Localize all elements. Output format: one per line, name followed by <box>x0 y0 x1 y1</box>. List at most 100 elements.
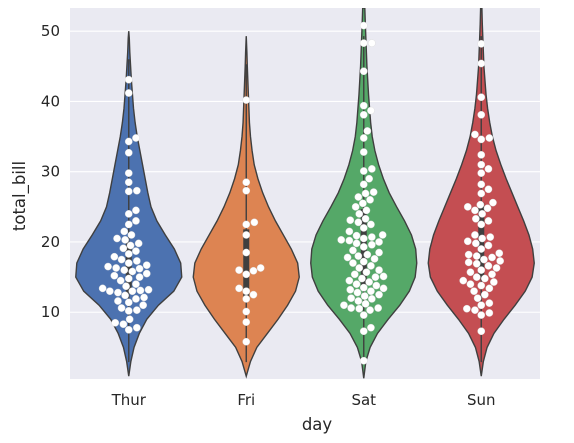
swarm-point-thur <box>116 276 125 285</box>
swarm-point-thur <box>132 206 140 215</box>
y-tick-labels: 10 20 30 40 50 <box>41 22 60 321</box>
swarm-point-thur <box>132 217 140 225</box>
swarm-point-sun <box>478 234 486 243</box>
swarm-point-sat <box>371 273 380 281</box>
swarm-point-sun <box>484 262 493 270</box>
swarm-point-sat <box>361 214 370 223</box>
swarm-point-thur <box>144 285 153 294</box>
swarm-point-thur <box>132 134 140 142</box>
swarm-point-sat <box>359 311 368 319</box>
swarm-point-sat <box>337 236 346 244</box>
swarm-point-sat <box>375 238 383 246</box>
y-tick-label-10: 10 <box>41 303 60 321</box>
swarm-point-sat <box>359 101 368 110</box>
swarm-point-sat <box>365 278 373 286</box>
swarm-point-sat <box>359 283 368 292</box>
swarm-point-sat <box>368 233 376 241</box>
swarm-point-thur <box>119 244 128 253</box>
swarm-point-sat <box>379 272 388 281</box>
swarm-point-sun <box>477 281 486 290</box>
y-tick-label-50: 50 <box>41 22 60 40</box>
swarm-point-sun <box>473 294 482 303</box>
swarm-point-sun <box>486 233 495 241</box>
violin-iqr-box-fri <box>243 229 250 298</box>
swarm-point-sat <box>359 39 368 47</box>
swarm-point-sat <box>368 240 376 249</box>
swarm-point-sun <box>478 210 486 218</box>
swarm-point-fri <box>235 266 243 274</box>
swarm-point-thur <box>135 273 144 281</box>
swarm-point-thur <box>112 264 120 272</box>
swarm-point-sat <box>369 188 378 196</box>
swarm-point-sat <box>359 111 368 119</box>
swarm-point-sun <box>471 306 479 314</box>
swarm-point-sat <box>359 148 368 156</box>
swarm-point-sun <box>483 204 492 213</box>
swarm-point-sun <box>484 217 493 225</box>
swarm-point-sat <box>359 21 368 30</box>
swarm-point-sat <box>366 196 374 204</box>
x-tick-label-sun: Sun <box>467 391 496 409</box>
swarm-point-sat <box>367 287 375 295</box>
swarm-point-thur <box>136 286 145 295</box>
swarm-point-thur <box>104 262 112 271</box>
swarm-point-sat <box>354 193 363 201</box>
swarm-point-fri <box>256 264 265 272</box>
swarm-point-sat <box>352 280 361 288</box>
swarm-point-fri <box>242 248 251 257</box>
swarm-point-sun <box>464 250 473 259</box>
swarm-point-sat <box>359 199 367 208</box>
swarm-point-sat <box>363 250 372 259</box>
swarm-point-thur <box>124 250 133 258</box>
swarm-point-thur <box>114 297 122 305</box>
swarm-point-fri <box>242 220 251 229</box>
swarm-point-sun <box>471 231 479 239</box>
swarm-point-sun <box>459 276 468 285</box>
swarm-point-thur <box>117 304 126 312</box>
swarm-point-thur <box>133 257 141 265</box>
swarm-point-thur <box>124 307 133 315</box>
swarm-point-thur <box>139 301 147 310</box>
swarm-point-thur <box>111 318 120 327</box>
swarm-point-sat <box>375 248 383 257</box>
swarm-point-thur <box>124 259 133 267</box>
swarm-point-thur <box>124 298 133 307</box>
swarm-point-thur <box>124 274 133 283</box>
swarm-point-thur <box>124 169 133 177</box>
swarm-point-sat <box>352 231 361 240</box>
swarm-point-sat <box>368 295 376 303</box>
swarm-point-fri <box>242 287 251 295</box>
swarm-point-fri <box>242 295 251 303</box>
swarm-point-thur <box>142 269 151 278</box>
swarm-point-sat <box>378 231 387 239</box>
swarm-point-sat <box>354 218 363 227</box>
swarm-point-thur <box>124 178 133 187</box>
swarm-point-thur <box>124 75 133 84</box>
swarm-point-thur <box>124 137 133 146</box>
swarm-point-sat <box>349 246 357 255</box>
swarm-point-sun <box>477 301 486 310</box>
swarm-point-sun <box>464 258 473 267</box>
swarm-point-sun <box>490 278 498 286</box>
swarm-point-thur <box>124 187 133 196</box>
swarm-point-thur <box>132 247 140 255</box>
swarm-point-thur <box>98 284 107 293</box>
swarm-point-sat <box>355 264 364 272</box>
swarm-point-sat <box>359 257 368 266</box>
swarm-point-sat <box>363 127 372 135</box>
swarm-point-thur <box>120 227 129 236</box>
swarm-point-sun <box>484 185 493 194</box>
swarm-point-thur <box>113 234 121 243</box>
swarm-point-sun <box>481 290 489 299</box>
swarm-point-sun <box>484 165 493 173</box>
swarm-point-sat <box>340 301 348 310</box>
swarm-point-sat <box>359 327 368 336</box>
swarm-point-thur <box>117 255 126 264</box>
swarm-point-thur <box>133 323 141 332</box>
swarm-point-sat <box>367 220 375 229</box>
swarm-point-fri <box>242 186 251 195</box>
swarm-point-thur <box>133 186 141 195</box>
swarm-point-fri <box>242 337 251 346</box>
swarm-point-thur <box>126 241 135 250</box>
